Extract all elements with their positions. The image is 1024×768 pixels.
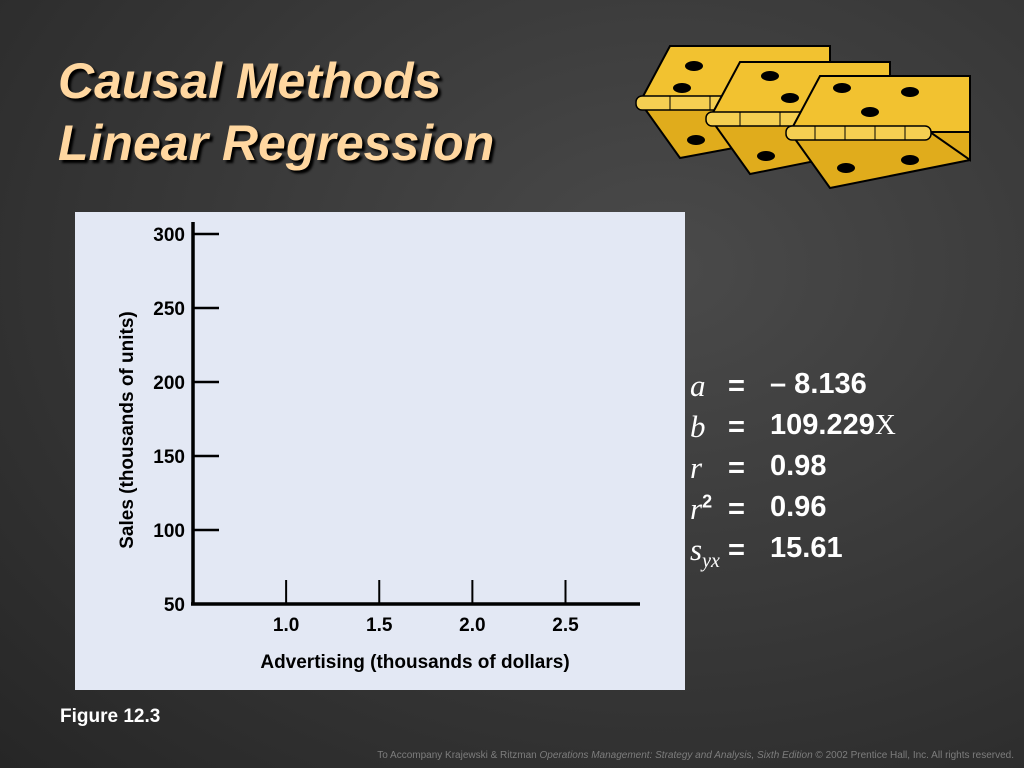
stat-equals: =	[728, 370, 745, 402]
x-tick-label: 2.0	[459, 615, 485, 636]
y-tick-label: 300	[153, 225, 185, 246]
x-axis: 1.0 1.5 2.0 2.5	[191, 580, 640, 636]
regression-chart: 50 100 150 200 250 300 1.0 1.5 2.0 2.5 Advertisi…	[117, 222, 640, 673]
chart-panel: 50 100 150 200 250 300 1.0 1.5 2.0 2.5 Advertisi…	[75, 212, 685, 690]
stat-value: 109.229X	[770, 409, 896, 441]
y-tick-label: 200	[153, 373, 185, 394]
stat-row: b = 109.229X	[690, 409, 990, 450]
stat-equals: =	[728, 493, 745, 525]
footer-credit: To Accompany Krajewski & Ritzman Operati…	[377, 750, 1014, 761]
title-line-2: Linear Regression	[58, 115, 495, 171]
hinge-icon	[785, 75, 971, 190]
y-axis: 50 100 150 200 250 300	[153, 222, 219, 616]
stat-row: r2 = 0.96	[690, 491, 990, 532]
stat-value: 0.96	[770, 491, 827, 523]
y-axis-label: Sales (thousands of units)	[117, 311, 138, 549]
stat-row: a = – 8.136	[690, 368, 990, 409]
footer-prefix: To Accompany Krajewski & Ritzman	[377, 750, 540, 761]
footer-suffix: © 2002 Prentice Hall, Inc. All rights re…	[812, 750, 1014, 761]
stat-symbol: syx	[690, 532, 720, 573]
slide-title: Causal Methods Linear Regression	[58, 50, 494, 174]
y-tick-label: 250	[153, 299, 185, 320]
footer-book-title: Operations Management: Strategy and Anal…	[539, 750, 813, 761]
stat-equals: =	[728, 411, 745, 443]
stat-symbol: r2	[690, 491, 713, 526]
stat-symbol: a	[690, 368, 706, 403]
hinge-logo-icon	[635, 45, 971, 190]
x-tick-label: 1.0	[273, 615, 299, 636]
stat-row: r = 0.98	[690, 450, 990, 491]
stat-value: 15.61	[770, 532, 843, 564]
y-tick-label: 50	[164, 595, 185, 616]
x-tick-label: 1.5	[366, 615, 393, 636]
regression-stats: a = – 8.136 b = 109.229X r = 0.98 r2 = 0.96 syx = 15.6…	[690, 368, 990, 573]
stat-row: syx = 15.61	[690, 532, 990, 573]
stat-value: 0.98	[770, 450, 827, 482]
stat-subscript: yx	[702, 550, 720, 573]
y-tick-label: 100	[153, 521, 185, 542]
title-line-1: Causal Methods	[58, 53, 442, 109]
stat-equals: =	[728, 452, 745, 484]
stat-suffix: X	[874, 409, 896, 441]
stat-symbol: b	[690, 409, 706, 444]
y-tick-label: 150	[153, 447, 185, 468]
stat-value: – 8.136	[770, 368, 867, 400]
figure-label: Figure 12.3	[60, 706, 161, 727]
stat-superscript: 2	[702, 491, 713, 512]
x-axis-label: Advertising (thousands of dollars)	[260, 652, 569, 673]
x-tick-label: 2.5	[552, 615, 579, 636]
stat-equals: =	[728, 534, 745, 566]
stat-symbol: r	[690, 450, 703, 485]
